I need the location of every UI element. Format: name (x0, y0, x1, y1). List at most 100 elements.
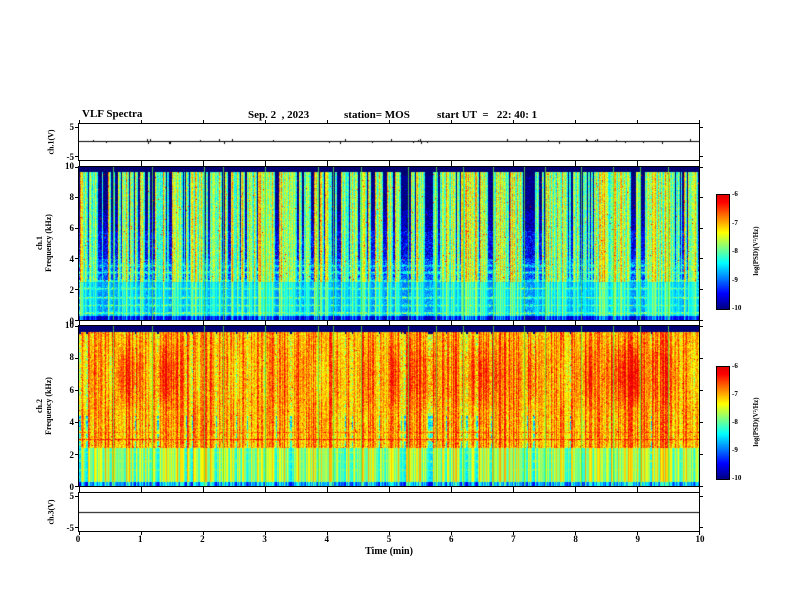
x-tick-label: 2 (200, 534, 205, 544)
axis-tick (450, 322, 452, 326)
axis-tick (512, 163, 514, 167)
y-tick-label: 8 (69, 192, 75, 202)
colorbar-ch2-label: log(PSD)(V²/Hz) (751, 397, 760, 447)
axis-tick (574, 322, 576, 326)
colorbar-ch1 (716, 194, 730, 310)
axis-tick (636, 489, 638, 493)
axis-tick (388, 322, 390, 326)
axis-tick (388, 489, 390, 493)
axis-tick (75, 166, 79, 168)
axis-tick (326, 120, 328, 124)
axis-tick (574, 489, 576, 493)
axis-tick (202, 120, 204, 124)
axis-tick (140, 163, 142, 167)
axis-tick (264, 120, 266, 124)
y-tick-label: 0 (69, 316, 75, 326)
axis-tick (75, 227, 79, 229)
x-tick-label: 3 (262, 534, 267, 544)
y-tick-label: 5 (69, 121, 75, 132)
axis-tick (699, 166, 703, 168)
y-tick-label: 10 (65, 161, 74, 171)
axis-tick (140, 486, 142, 490)
axis-tick (699, 389, 703, 391)
ch2-spectrogram-image (79, 326, 699, 486)
axis-tick (78, 486, 80, 490)
y-tick-label: 5 (69, 491, 75, 501)
axis-tick (636, 163, 638, 167)
axis-tick (140, 322, 142, 326)
plot-date: Sep. 2 , 2023 (248, 109, 310, 121)
axis-tick (699, 526, 703, 528)
plot-station: station= MOS (344, 109, 410, 121)
axis-tick (202, 322, 204, 326)
axis-tick (699, 258, 703, 260)
axis-tick (326, 160, 328, 164)
axis-tick (78, 489, 80, 493)
axis-tick (699, 155, 703, 157)
axis-tick (512, 531, 514, 535)
axis-tick (512, 486, 514, 490)
colorbar-tick-label: -7 (732, 390, 738, 398)
axis-tick (202, 489, 204, 493)
ch2-spectrogram-axis-label-line1: ch.2 (34, 399, 44, 413)
colorbar-ch1-gradient (717, 195, 729, 309)
axis-tick (699, 453, 703, 455)
x-tick-label: 0 (75, 534, 81, 544)
ch1-spectrogram-axis-label-line1: ch.1 (34, 236, 44, 250)
colorbar-tick-label: -6 (732, 190, 738, 198)
axis-tick (78, 160, 80, 164)
plot-title: VLF Spectra (82, 108, 143, 120)
ch3-voltage-panel (75, 489, 703, 535)
axis-tick (264, 531, 266, 535)
axis-tick (75, 197, 79, 199)
axis-tick (202, 531, 204, 535)
axis-tick (326, 486, 328, 490)
colorbar-tick-label: -9 (732, 275, 738, 284)
axis-tick (636, 486, 638, 490)
axis-tick (450, 489, 452, 493)
y-tick-label: 8 (69, 352, 75, 363)
axis-tick (698, 489, 700, 493)
axis-tick (699, 319, 703, 321)
colorbar-tick-label: -8 (732, 247, 738, 255)
y-tick-label: 6 (69, 384, 75, 395)
axis-tick (636, 160, 638, 164)
axis-tick (699, 357, 703, 359)
axis-tick (699, 227, 703, 229)
axis-tick (698, 486, 700, 490)
axis-tick (75, 389, 79, 391)
y-tick-label: 0 (69, 482, 75, 492)
axis-tick (202, 163, 204, 167)
colorbar-tick-label: -8 (732, 418, 738, 426)
ch2-spectrogram-panel (75, 322, 703, 490)
y-tick-label: -5 (66, 523, 75, 533)
axis-tick (512, 322, 514, 326)
x-axis-label: Time (min) (365, 546, 413, 557)
axis-tick (75, 155, 79, 157)
axis-tick (450, 531, 452, 535)
axis-tick (698, 160, 700, 164)
axis-tick (202, 160, 204, 164)
colorbar-tick-label: -7 (732, 218, 738, 227)
axis-tick (450, 163, 452, 167)
y-tick-label: 10 (65, 320, 74, 330)
axis-tick (78, 163, 80, 167)
colorbar-tick-label: -6 (732, 362, 738, 370)
axis-tick (75, 357, 79, 359)
ch1-voltage-waveform (79, 124, 699, 160)
axis-tick (388, 486, 390, 490)
y-tick-label: 2 (69, 285, 75, 295)
axis-tick (699, 485, 703, 487)
axis-tick (698, 120, 700, 124)
axis-tick (326, 489, 328, 493)
axis-tick (512, 160, 514, 164)
axis-tick (326, 163, 328, 167)
axis-tick (264, 163, 266, 167)
y-tick-label: 4 (69, 254, 75, 264)
axis-tick (699, 325, 703, 327)
axis-tick (574, 163, 576, 167)
colorbar-tick-label: -10 (732, 474, 742, 482)
axis-tick (75, 453, 79, 455)
ch3-voltage-axis-label: ch.3(V) (46, 499, 56, 525)
colorbar-tick-label: -10 (732, 304, 742, 312)
